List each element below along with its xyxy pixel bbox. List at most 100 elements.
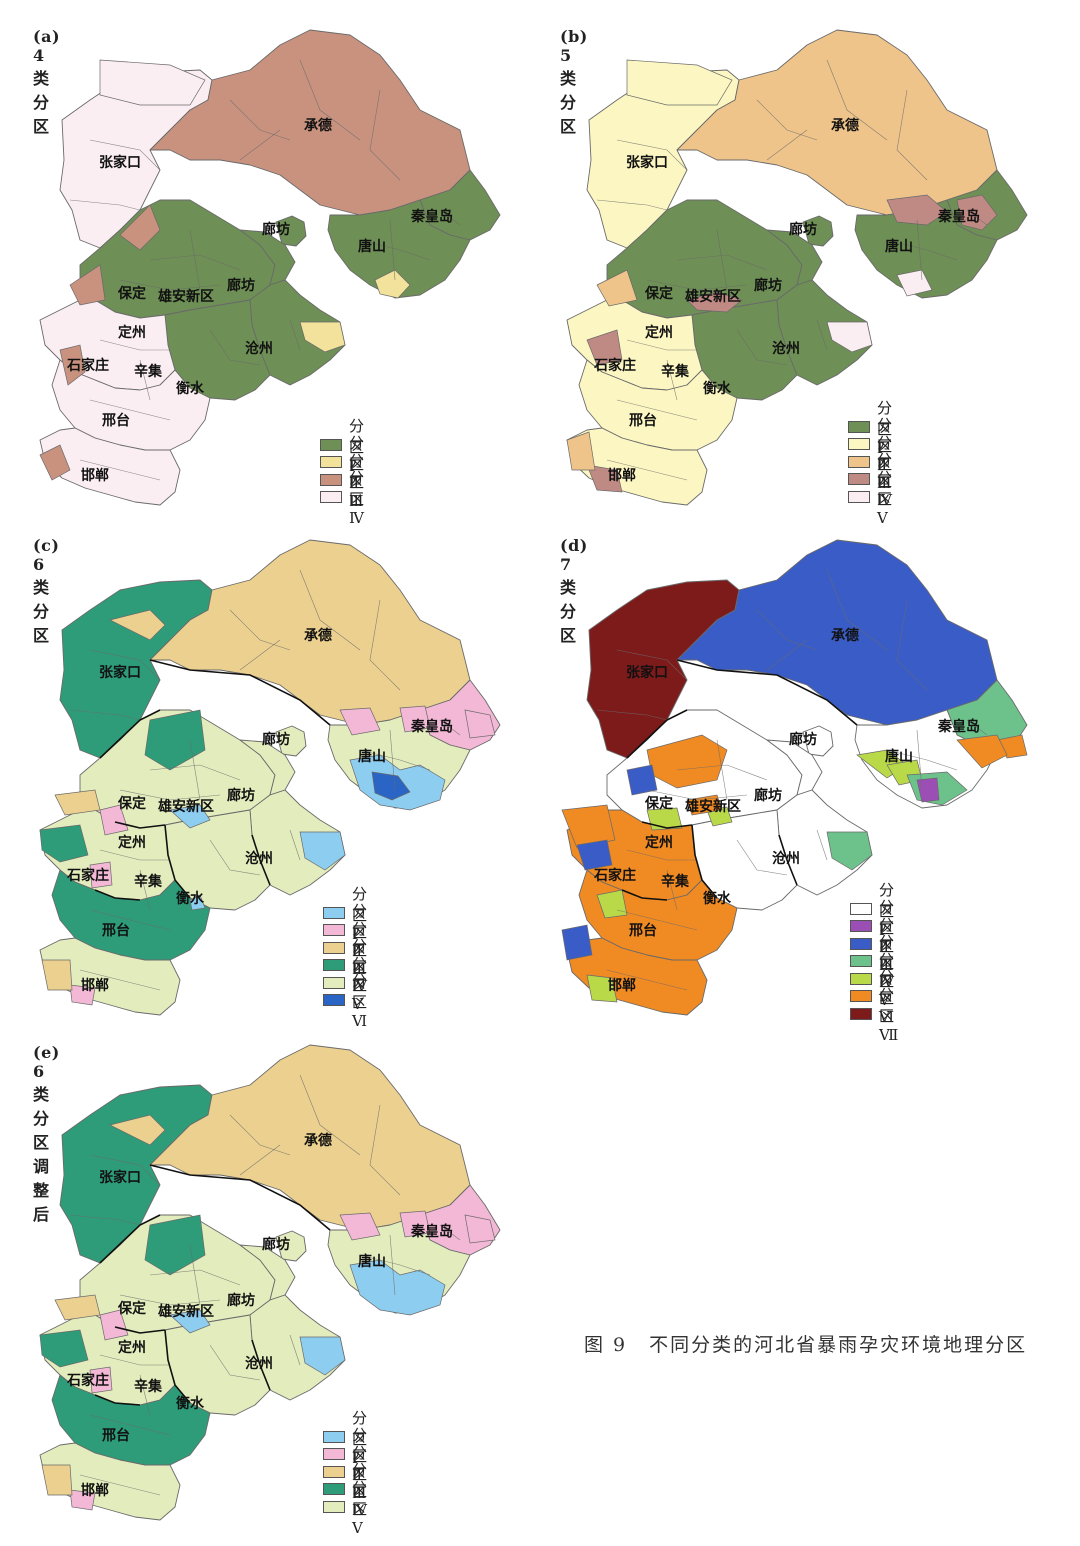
legend-swatch <box>320 438 342 451</box>
legend-label: 分区Ⅴ <box>352 1478 368 1537</box>
legend-item: 分区Ⅴ <box>850 951 898 1009</box>
zone-patch <box>374 269 411 299</box>
legend-item: 分区Ⅰ <box>320 417 364 475</box>
county-boundary <box>79 1474 161 1496</box>
county-boundary <box>89 649 161 681</box>
legend-item: 分区Ⅵ <box>850 968 898 1026</box>
county-boundary <box>606 459 688 481</box>
legend-swatch <box>323 959 345 972</box>
legend-label: 分区Ⅱ <box>877 416 893 475</box>
zone-patch <box>566 431 596 471</box>
city-label: 廊坊 <box>754 277 782 294</box>
zone-patch <box>169 1309 211 1334</box>
legend-item: 分区Ⅳ <box>850 933 898 991</box>
legend-label: 分区Ⅳ <box>352 937 368 996</box>
panel-title: (c) 6类分区 <box>33 536 60 645</box>
city-label: 廊坊 <box>754 787 782 804</box>
city-label: 承德 <box>304 117 332 134</box>
city-label: 廊坊 <box>789 731 817 748</box>
county-boundary <box>69 199 141 211</box>
city-label: 邢台 <box>101 1427 130 1444</box>
city-boundary <box>626 709 688 759</box>
city-label: 定州 <box>118 324 146 341</box>
county-boundary <box>616 139 688 171</box>
zone-patch <box>464 709 496 739</box>
zone-patch <box>299 321 346 353</box>
legend-label: 分区Ⅶ <box>879 985 899 1044</box>
city-label: 张家口 <box>99 1169 141 1186</box>
legend-item: 分区Ⅲ <box>848 434 892 492</box>
county-boundary <box>676 254 768 271</box>
city-label: 雄安新区 <box>157 1303 214 1320</box>
legend-swatch <box>323 924 345 937</box>
county-boundary <box>716 739 728 801</box>
county-boundary <box>79 969 161 991</box>
county-boundary <box>289 319 301 351</box>
legend-swatch <box>323 941 345 954</box>
panel-title: (d) 7类分区 <box>560 536 588 645</box>
zone-patch <box>399 1210 431 1238</box>
legend-swatch <box>848 490 870 503</box>
county-boundary <box>736 329 788 366</box>
county-boundary <box>229 99 291 141</box>
county-boundary <box>756 99 818 141</box>
county-boundary <box>916 729 923 791</box>
city-label: 廊坊 <box>262 221 290 238</box>
county-boundary <box>646 279 748 291</box>
legend-item: 分区Ⅱ <box>850 898 898 956</box>
county-boundary <box>89 399 171 421</box>
county-boundary <box>439 1224 461 1241</box>
county-boundary <box>89 1154 161 1186</box>
county-boundary <box>189 739 201 801</box>
legend-label: 分区Ⅳ <box>352 1461 368 1520</box>
county-boundary <box>676 764 768 781</box>
legend-item: 分区Ⅰ <box>850 881 898 939</box>
city-label: 衡水 <box>703 890 732 907</box>
county-boundary <box>149 1269 241 1286</box>
city-boundary <box>621 889 668 901</box>
zone-patch <box>99 59 206 106</box>
county-boundary <box>239 639 281 671</box>
zone-patch <box>596 889 628 919</box>
city-label: 秦皇岛 <box>937 718 980 735</box>
county-boundary <box>666 869 678 911</box>
county-boundary <box>626 339 697 351</box>
city-boundary <box>149 659 331 726</box>
legend-item: 分区Ⅱ <box>323 902 367 960</box>
legend-swatch <box>323 1448 345 1461</box>
legend-label: 分区Ⅴ <box>877 468 893 527</box>
zone-patch <box>99 804 129 836</box>
zone-patch <box>956 194 998 231</box>
city-label: 雄安新区 <box>157 798 214 815</box>
zone-patch <box>108 609 166 641</box>
city-boundary <box>251 834 271 886</box>
zone-patch <box>69 264 106 306</box>
city-label: 张家口 <box>626 664 668 681</box>
city-label: 衡水 <box>703 380 732 397</box>
county-boundary <box>189 1244 201 1306</box>
county-boundary <box>966 209 988 226</box>
city-label: 沧州 <box>245 340 273 357</box>
county-boundary <box>766 129 808 161</box>
legend-label: 分区Ⅰ <box>352 884 368 943</box>
legend-a: 分区Ⅰ 分区Ⅱ 分区Ⅲ 分区Ⅳ <box>320 417 364 527</box>
legend-label: 分区Ⅲ <box>879 915 895 974</box>
county-boundary <box>99 849 170 861</box>
legend-e: 分区Ⅰ 分区Ⅱ 分区Ⅲ 分区Ⅳ 分区Ⅴ <box>323 1409 368 1537</box>
zone-patch <box>886 194 948 226</box>
city-label: 邢台 <box>101 922 130 939</box>
county-boundary <box>209 329 261 366</box>
county-boundary <box>826 569 888 651</box>
zone-patch <box>686 291 743 313</box>
zone-patch <box>169 804 211 829</box>
city-label: 保定 <box>644 795 673 812</box>
zone-patch <box>826 831 873 871</box>
county-boundary <box>439 719 461 736</box>
city-label: 衡水 <box>176 1395 205 1412</box>
legend-item: 分区Ⅱ <box>320 434 364 492</box>
city-label: 唐山 <box>885 238 913 255</box>
city-label: 沧州 <box>772 340 800 357</box>
panel-title: (a) 4类分区 <box>33 27 61 136</box>
